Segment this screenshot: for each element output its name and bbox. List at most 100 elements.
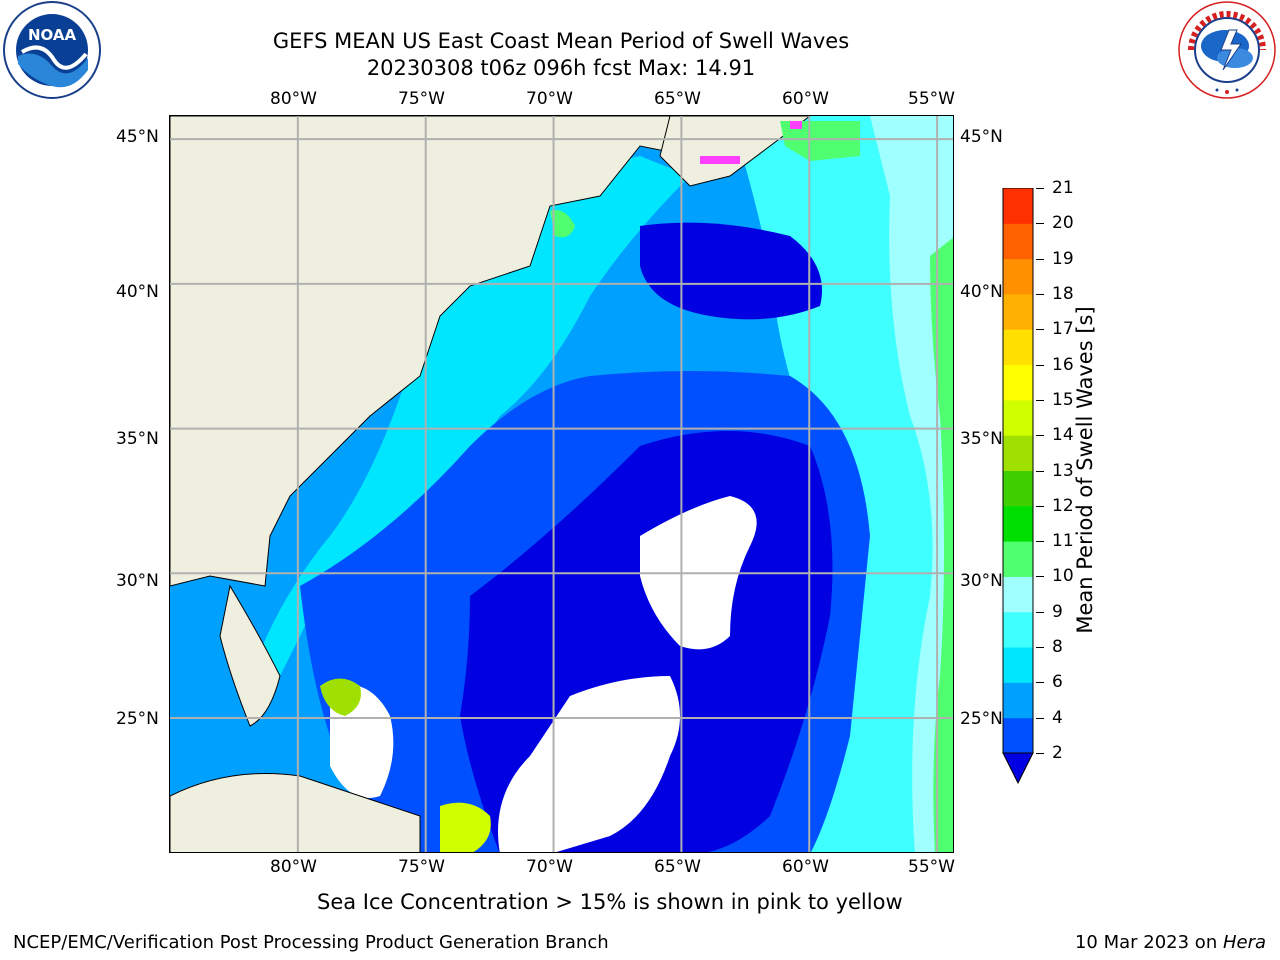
lon-labels-top: 80°W 75°W 70°W 65°W 60°W 55°W	[0, 89, 1280, 111]
colorbar-segment	[1003, 682, 1033, 719]
lon-label-bottom: 70°W	[526, 857, 573, 877]
colorbar-tick-label: 16	[1052, 354, 1074, 375]
swell-band-6s-coast	[250, 156, 690, 676]
lat-label-right: 25°N	[960, 709, 1003, 729]
colorbar-tick-label: 6	[1052, 672, 1063, 693]
colorbar-tick-label: 17	[1052, 319, 1074, 340]
lon-labels-bottom: 80°W 75°W 70°W 65°W 60°W 55°W	[0, 857, 1280, 879]
chart-title: GEFS MEAN US East Coast Mean Period of S…	[272, 29, 850, 53]
lat-label-left: 45°N	[116, 127, 159, 147]
lat-label-right: 35°N	[960, 429, 1003, 449]
lat-label-left: 25°N	[116, 709, 159, 729]
lat-label-left: 30°N	[116, 571, 159, 591]
colorbar-segment	[1003, 435, 1033, 471]
lon-label-top: 55°W	[908, 89, 955, 109]
colorbar-tick-label: 15	[1052, 389, 1074, 410]
lat-label-right: 30°N	[960, 571, 1003, 591]
lon-label-top: 65°W	[654, 89, 701, 109]
colorbar-tick-mark	[1036, 682, 1044, 684]
lon-label-bottom: 65°W	[654, 857, 701, 877]
swell-band-13s	[320, 678, 361, 716]
no-data-patch	[498, 676, 680, 852]
colorbar-tick-mark	[1036, 223, 1044, 225]
lat-label-right: 45°N	[960, 127, 1003, 147]
colorbar-tick-mark	[1036, 753, 1044, 754]
swell-band-10s-gulf-maine	[550, 210, 575, 238]
colorbar-tick-label: 10	[1052, 566, 1074, 587]
colorbar-tick-label: 19	[1052, 248, 1074, 269]
map-panel	[169, 115, 954, 853]
colorbar-label: Mean Period of Swell Waves [s]	[1073, 306, 1097, 634]
lat-label-left: 40°N	[116, 282, 159, 302]
noaa-logo-text: NOAA	[28, 26, 77, 44]
lon-label-top: 80°W	[270, 89, 317, 109]
colorbar-tick-label: 11	[1052, 531, 1074, 552]
chart-subtitle: 20230308 t06z 096h fcst Max: 14.91	[366, 56, 756, 80]
florida-land	[219, 584, 281, 727]
lon-label-bottom: 80°W	[270, 857, 317, 877]
lon-label-top: 60°W	[782, 89, 829, 109]
swell-band-14s	[440, 802, 491, 852]
lon-label-bottom: 55°W	[908, 857, 955, 877]
colorbar-tick-mark	[1036, 647, 1044, 649]
north-america-land	[170, 116, 731, 587]
nws-logo	[1177, 0, 1277, 100]
lon-label-bottom: 60°W	[782, 857, 829, 877]
lon-label-bottom: 75°W	[398, 857, 445, 877]
colorbar-tick-mark	[1036, 717, 1044, 719]
colorbar-tick-mark	[1036, 258, 1044, 260]
colorbar-tick-label: 8	[1052, 637, 1063, 658]
lat-label-right: 40°N	[960, 282, 1003, 302]
colorbar-segment	[1003, 611, 1033, 648]
colorbar-segment	[1003, 470, 1033, 507]
sea-ice-marker	[790, 121, 802, 129]
colorbar-tick-mark	[1036, 399, 1044, 401]
colorbar-tick-mark	[1036, 364, 1044, 366]
colorbar-tick-label: 20	[1052, 213, 1074, 234]
colorbar-ticks: 2 4 6 8 9 10 11 12 13 14 15 16 17 18 19 20 21	[1036, 178, 1100, 778]
colorbar-tick-label: 9	[1052, 601, 1063, 622]
colorbar-segment	[1003, 329, 1033, 366]
sea-ice-marker	[700, 156, 740, 164]
colorbar-extend-arrow	[1002, 752, 1034, 785]
footer-left: NCEP/EMC/Verification Post Processing Pr…	[13, 932, 609, 953]
swell-band-10s-northeast	[780, 121, 860, 161]
cuba-land	[170, 773, 421, 852]
colorbar-tick-mark	[1036, 435, 1044, 437]
swell-band-below-2s-north	[640, 222, 822, 320]
colorbar-tick-mark	[1036, 505, 1044, 507]
swell-band-10s-east	[930, 237, 953, 852]
colorbar-segment	[1003, 647, 1033, 683]
swell-period-map	[170, 116, 953, 852]
colorbar-segment	[1003, 188, 1033, 224]
colorbar-segment	[1003, 541, 1033, 577]
colorbar-outline	[1002, 187, 1034, 754]
colorbar-segment	[1003, 364, 1033, 401]
colorbar-tick-mark	[1036, 188, 1044, 189]
colorbar-segment	[1003, 505, 1033, 542]
footer-host: Hera	[1222, 932, 1266, 953]
graticule	[170, 116, 953, 852]
lat-label-left: 35°N	[116, 429, 159, 449]
colorbar-tick-label: 13	[1052, 460, 1074, 481]
colorbar-segment	[1003, 399, 1033, 436]
sea-ice-note: Sea Ice Concentration > 15% is shown in …	[317, 890, 903, 914]
colorbar-svg	[1002, 187, 1034, 785]
colorbar-tick-mark	[1036, 470, 1044, 472]
colorbar-segment	[1003, 223, 1033, 260]
colorbar-segment	[1003, 293, 1033, 330]
footer-right: 10 Mar 2023 on Hera	[1075, 932, 1266, 953]
colorbar-tick-mark	[1036, 576, 1044, 578]
colorbar-tick-label: 4	[1052, 707, 1063, 728]
nova-scotia-land	[659, 116, 811, 187]
colorbar-tick-mark	[1036, 611, 1044, 613]
colorbar-tick-label: 14	[1052, 425, 1074, 446]
colorbar-tick-label: 12	[1052, 495, 1074, 516]
colorbar-tick-label: 18	[1052, 283, 1074, 304]
footer-date: 10 Mar 2023 on	[1074, 932, 1223, 953]
colorbar-segment	[1003, 258, 1033, 295]
lon-label-top: 70°W	[526, 89, 573, 109]
colorbar-tick-label: 2	[1052, 743, 1063, 763]
noaa-logo: NOAA	[2, 0, 102, 100]
colorbar-tick-label: 21	[1052, 178, 1074, 198]
